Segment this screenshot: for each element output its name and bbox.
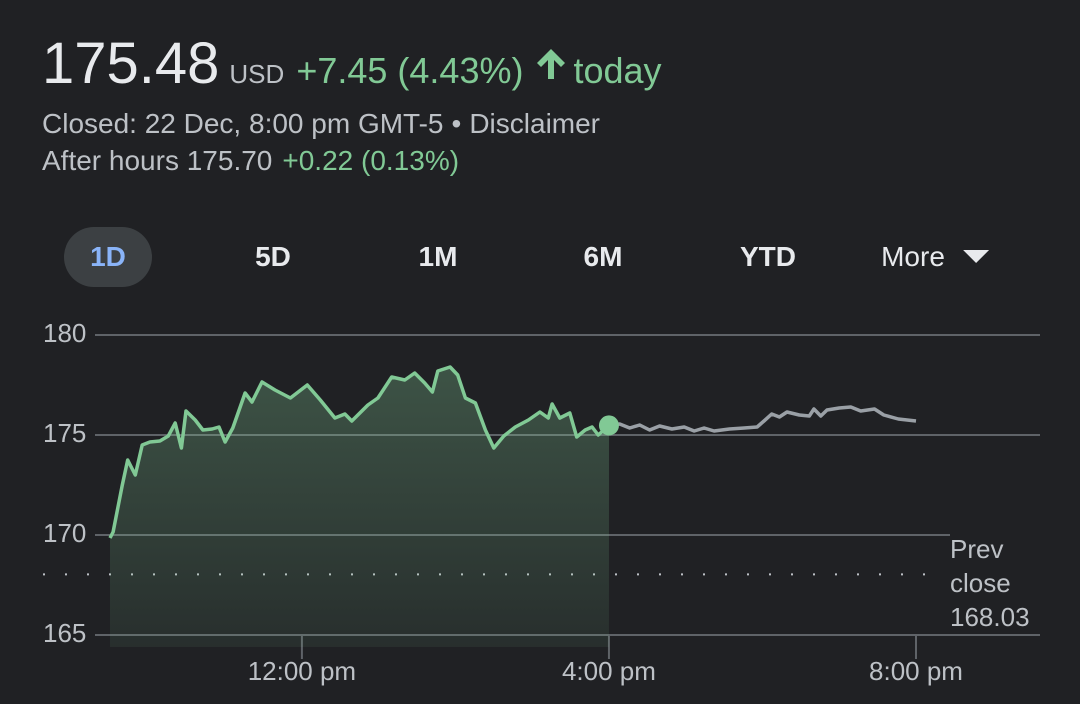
status: Closed: 22 Dec, 8:00 pm GMT-5	[42, 108, 444, 139]
after-hours-change: +0.22 (0.13%)	[282, 145, 460, 176]
period: today	[573, 50, 662, 91]
prev-close-label: Prev close 168.03	[950, 532, 1040, 634]
tab[interactable]: 6M	[583, 241, 623, 272]
separator: •	[451, 108, 462, 139]
x-tick-label: 12:00 pm	[248, 656, 356, 686]
y-tick-label: 170	[43, 518, 86, 548]
after-hours: After hours 175.70	[42, 145, 273, 176]
tab[interactable]: 1D	[64, 227, 152, 287]
status-row: Closed: 22 Dec, 8:00 pm GMT-5 • Disclaim…	[42, 108, 600, 140]
tab[interactable]: 5D	[255, 241, 291, 272]
prev-close-value: 168.03	[950, 602, 1030, 632]
more-tab[interactable]: More	[881, 227, 989, 287]
tab[interactable]: 1M	[418, 241, 458, 272]
change: +7.45 (4.43%)	[296, 50, 524, 91]
price: 175.48	[42, 31, 220, 96]
up-arrow-icon	[537, 48, 566, 79]
y-tick-label: 165	[43, 618, 86, 648]
y-tick-label: 180	[43, 318, 86, 348]
x-tick-label: 4:00 pm	[562, 656, 656, 686]
disclaimer-link[interactable]: Disclaimer	[469, 108, 601, 139]
close-dot	[598, 415, 619, 436]
tab[interactable]: YTD	[740, 241, 796, 272]
dropdown-icon	[962, 250, 989, 263]
quote-row: 175.48 USD +7.45 (4.43%) today	[42, 30, 662, 97]
after-hours-row: After hours 175.70 +0.22 (0.13%)	[42, 145, 459, 177]
currency: USD	[229, 59, 285, 89]
x-tick-label: 8:00 pm	[869, 656, 963, 686]
price-line	[608, 405, 917, 433]
prev-close-text: Prev close	[950, 534, 1011, 598]
area	[110, 367, 609, 647]
price-line	[108, 365, 611, 539]
tab[interactable]: More	[881, 241, 945, 272]
y-tick-label: 175	[43, 418, 86, 448]
